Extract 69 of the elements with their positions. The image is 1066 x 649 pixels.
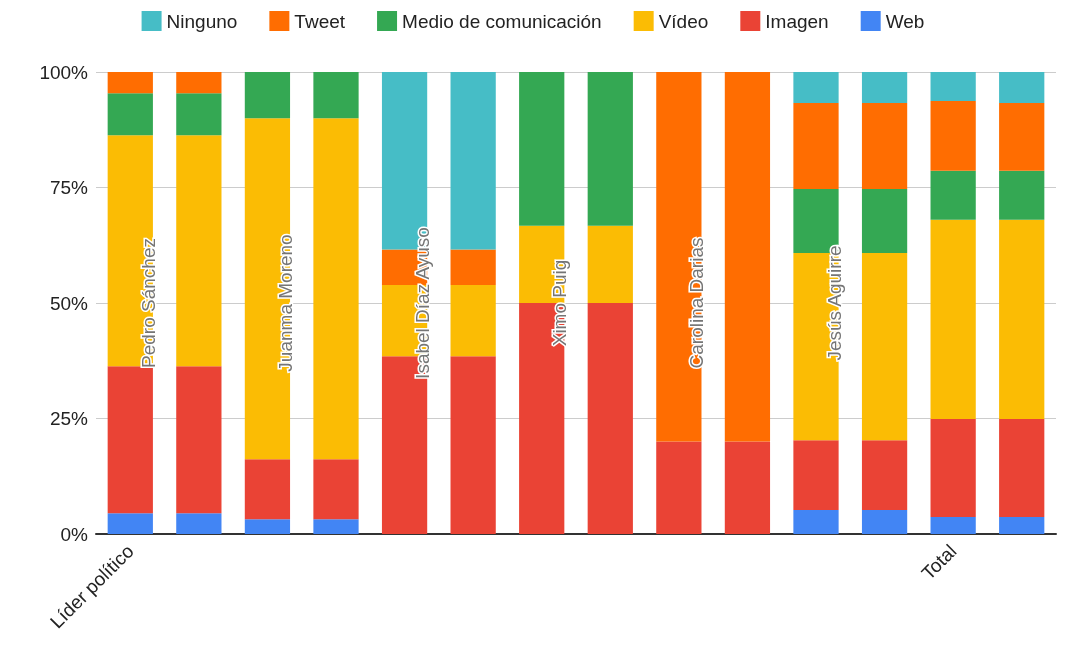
legend-label: Web — [885, 10, 925, 32]
bar — [861, 188, 908, 254]
bar — [244, 519, 291, 534]
bar — [930, 101, 976, 171]
legend-label: Vídeo — [658, 10, 709, 32]
bar — [587, 72, 633, 226]
bar — [793, 102, 839, 189]
bar — [793, 509, 839, 534]
bar — [793, 72, 839, 103]
bar — [999, 72, 1045, 103]
annotation: Jesús Aguirre — [823, 245, 845, 361]
bar — [999, 219, 1045, 419]
bar — [313, 519, 359, 534]
bar — [107, 366, 153, 514]
y-tick-label: 50% — [49, 292, 89, 314]
bar — [450, 72, 496, 250]
bar — [176, 72, 222, 94]
legend-label: Ninguno — [166, 10, 238, 32]
bar — [244, 118, 291, 460]
bar — [176, 93, 222, 136]
bar — [587, 225, 633, 303]
bar — [999, 102, 1045, 171]
bar — [930, 418, 976, 517]
bar — [724, 72, 771, 442]
y-tick-label: 100% — [39, 61, 89, 83]
y-tick-label: 0% — [60, 523, 89, 545]
bar — [587, 303, 633, 534]
bar — [999, 516, 1045, 534]
bar — [176, 366, 222, 514]
bar — [450, 284, 496, 357]
bar — [861, 253, 908, 441]
bar — [999, 170, 1045, 220]
bar — [450, 249, 496, 285]
bar — [313, 118, 359, 460]
annotation: Pedro Sánchez — [137, 238, 159, 368]
bar — [176, 135, 222, 367]
bar — [930, 516, 976, 534]
bar — [861, 72, 908, 103]
y-tick-label: 75% — [49, 177, 89, 198]
bar — [313, 459, 359, 520]
annotation: Ximo Puig — [549, 259, 571, 347]
annotation: Isabel Díaz Ayuso — [412, 227, 434, 379]
bar — [176, 513, 222, 534]
bar — [519, 303, 565, 534]
bar — [244, 459, 291, 520]
bar — [656, 72, 702, 442]
y-tick-label: 25% — [49, 408, 89, 429]
bar — [999, 418, 1045, 517]
bar — [930, 72, 976, 102]
bar — [313, 72, 359, 119]
bar — [244, 72, 291, 119]
bar — [107, 72, 153, 94]
bar — [519, 72, 565, 226]
legend-label: Medio de comunicación — [402, 10, 602, 32]
bar — [724, 441, 771, 534]
bar — [107, 513, 153, 534]
annotation: Juanma Moreno — [274, 234, 296, 372]
bar — [793, 440, 839, 510]
bar — [930, 170, 976, 220]
bar — [861, 440, 908, 510]
bar — [861, 102, 908, 189]
bar — [656, 441, 702, 534]
annotation: Carolina Darias — [686, 237, 708, 369]
legend-label: Imagen — [765, 10, 829, 32]
bar — [861, 509, 908, 534]
bar — [930, 219, 976, 419]
bar — [450, 356, 496, 534]
legend-label: Tweet — [294, 10, 346, 32]
bar — [107, 93, 153, 136]
